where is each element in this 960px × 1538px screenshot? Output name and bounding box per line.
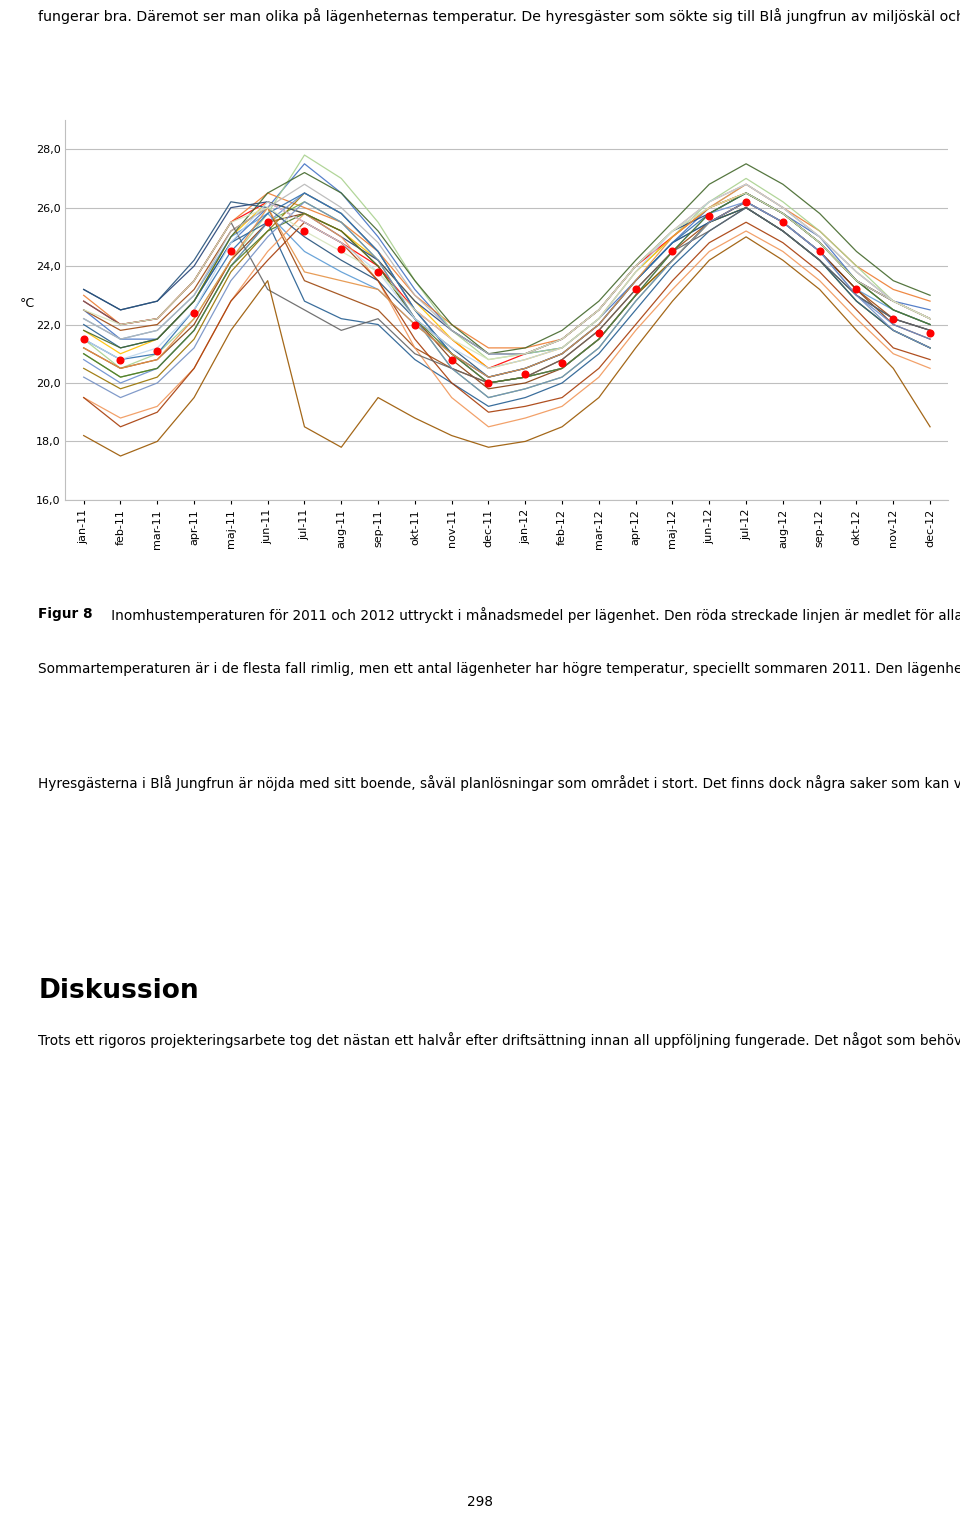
Text: Sommartemperaturen är i de flesta fall rimlig, men ett antal lägenheter har högr: Sommartemperaturen är i de flesta fall r… [38, 660, 960, 677]
Text: Diskussion: Diskussion [38, 978, 199, 1004]
Text: Inomhustemperaturen för 2011 och 2012 uttryckt i månadsmedel per lägenhet. Den r: Inomhustemperaturen för 2011 och 2012 ut… [98, 608, 960, 623]
Text: Trots ett rigoros projekteringsarbete tog det nästan ett halvår efter driftsättn: Trots ett rigoros projekteringsarbete to… [38, 1032, 960, 1047]
Text: Figur 8: Figur 8 [38, 608, 93, 621]
Text: 298: 298 [467, 1495, 493, 1509]
Text: fungerar bra. Däremot ser man olika på lägenheternas temperatur. De hyresgäster : fungerar bra. Däremot ser man olika på l… [38, 8, 960, 25]
Text: Hyresgästerna i Blå Jungfrun är nöjda med sitt boende, såväl planlösningar som o: Hyresgästerna i Blå Jungfrun är nöjda me… [38, 775, 960, 791]
Y-axis label: °C: °C [20, 297, 35, 309]
